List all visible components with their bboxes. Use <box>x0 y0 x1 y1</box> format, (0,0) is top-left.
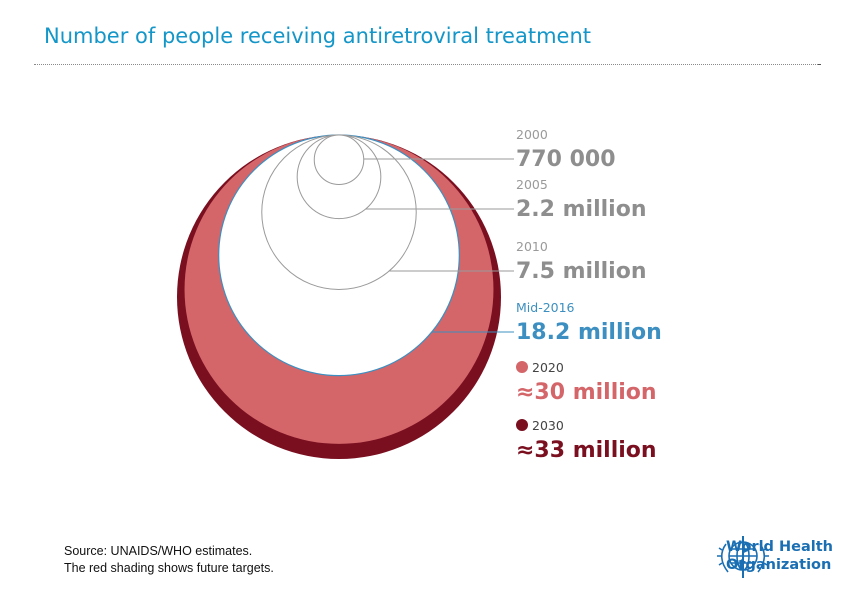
value-label-2000: 770 000 <box>516 147 616 172</box>
who-emblem-icon <box>717 536 769 578</box>
title-divider <box>34 64 818 65</box>
value-label-2030: ≈33 million <box>516 438 657 463</box>
year-label-2010: 2010 <box>516 239 548 254</box>
source-line-2: The red shading shows future targets. <box>64 561 274 575</box>
year-label-2030: 2030 <box>532 418 564 433</box>
value-label-2005: 2.2 million <box>516 197 647 222</box>
value-label-2020: ≈30 million <box>516 380 657 405</box>
who-wordmark-line-1: World Health <box>726 539 833 555</box>
year-label-2005: 2005 <box>516 177 548 192</box>
year-label-2000: 2000 <box>516 127 548 142</box>
circle-2000 <box>313 134 365 185</box>
who-wordmark-line-2: Organization <box>726 557 832 573</box>
who-wordmark: World Health Organization <box>726 538 833 574</box>
marker-dot-2020 <box>516 361 528 373</box>
divider-end-mark <box>818 64 821 65</box>
value-label-mid-2016: 18.2 million <box>516 320 662 345</box>
year-label-mid-2016: Mid-2016 <box>516 300 575 315</box>
value-label-2010: 7.5 million <box>516 259 647 284</box>
page-title: Number of people receiving antiretrovira… <box>44 24 591 48</box>
year-label-2020: 2020 <box>532 360 564 375</box>
marker-dot-2030 <box>516 419 528 431</box>
source-line-1: Source: UNAIDS/WHO estimates. <box>64 544 253 558</box>
source-note: Source: UNAIDS/WHO estimates. The red sh… <box>64 543 274 577</box>
